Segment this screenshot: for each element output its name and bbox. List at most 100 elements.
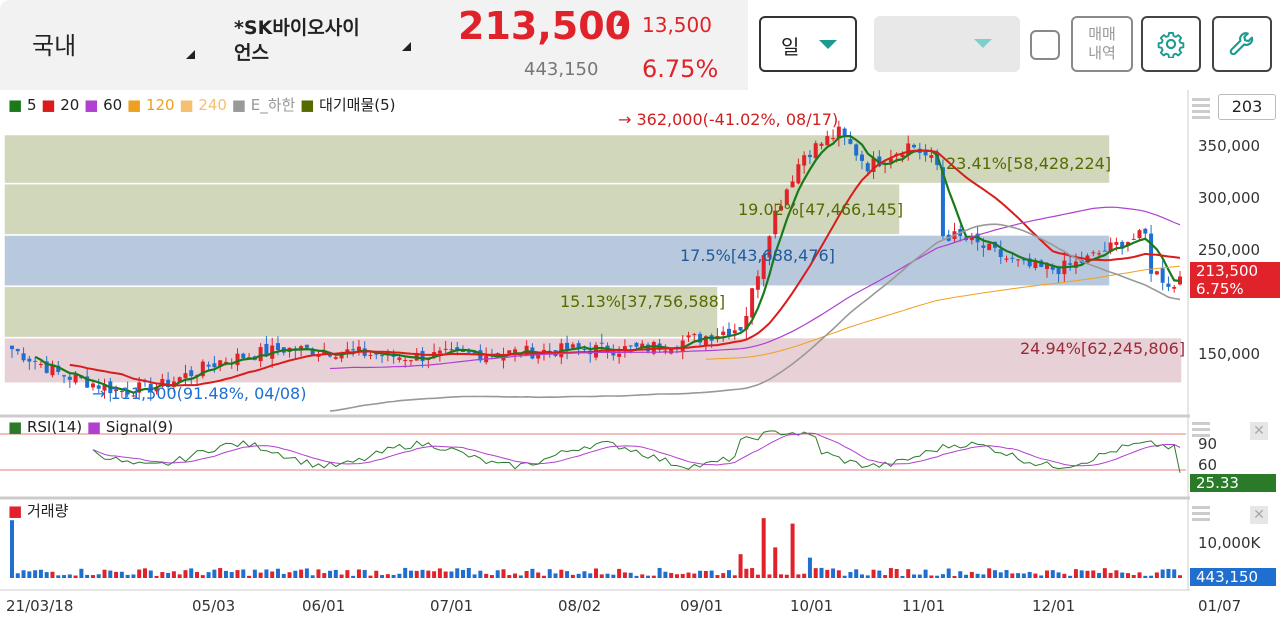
volume-bar-115	[674, 574, 679, 578]
volume-bar-110	[646, 575, 651, 578]
up-arrow-icon	[616, 16, 628, 26]
candle-146	[854, 144, 859, 156]
rsi-label: RSI(14)	[26, 418, 83, 436]
volume-bar-67	[397, 573, 402, 578]
volume-bar-36	[218, 568, 223, 578]
rsi-menu-icon[interactable]	[1192, 422, 1210, 437]
candle-68	[403, 360, 408, 362]
candle-8	[56, 365, 61, 372]
candle-194	[1131, 238, 1136, 240]
volume-bar-124	[726, 570, 731, 578]
rsi-close-icon[interactable]: ✕	[1250, 422, 1268, 440]
candle-184	[1073, 261, 1078, 268]
legend-ma5: 5	[26, 96, 37, 114]
volume-bar-6	[44, 572, 49, 578]
volume-bar-0	[10, 520, 14, 578]
volume-bar-106	[622, 572, 627, 578]
volume-bar-45	[270, 571, 275, 578]
volume-bar-7	[50, 571, 55, 578]
low-annotation: → 111,500(91.48%, 04/08)	[92, 384, 307, 403]
indicator-dropdown[interactable]	[874, 16, 1020, 72]
volume-close-icon[interactable]: ✕	[1250, 506, 1268, 524]
candle-110	[646, 344, 651, 352]
volume-bar-55	[328, 570, 333, 578]
volume-bar-189	[1102, 568, 1107, 578]
volume-bar-195	[1137, 572, 1142, 578]
settings-button[interactable]	[1141, 16, 1201, 72]
tools-button[interactable]	[1212, 16, 1272, 72]
volume-bar-138	[807, 557, 812, 578]
volume-bar-185	[1079, 570, 1084, 578]
volume-bar-88	[518, 575, 523, 578]
candle-69	[408, 360, 413, 362]
date-tick-9: 01/07	[1198, 597, 1242, 615]
volume-bar-62	[368, 575, 373, 578]
chart-area[interactable]: ■ 5 ■ 20 ■ 60 ■ 120 ■ 240 ■ E_하한 ■ 대기매물(…	[0, 90, 1280, 623]
legend-ma60: 60	[103, 96, 123, 114]
candle-76	[449, 349, 454, 351]
candle-62	[368, 354, 373, 356]
volume-bar-111	[651, 575, 656, 578]
volume-bar-73	[432, 571, 437, 578]
volume-value-tag: 443,150	[1190, 568, 1276, 586]
volume-bar-64	[380, 575, 385, 578]
supply-band-2	[3, 285, 719, 339]
candle-169	[987, 243, 992, 251]
candle-count-box[interactable]: 203	[1218, 94, 1276, 120]
volume-bar-19	[119, 571, 124, 578]
volume-bar-196	[1143, 575, 1148, 578]
volume-bar-65	[385, 574, 390, 578]
candle-52	[310, 350, 315, 356]
date-tick-3: 07/01	[430, 597, 474, 615]
volume-bar-187	[1091, 570, 1096, 578]
stock-selector[interactable]: *SK바이오사이 언스	[234, 16, 360, 66]
stock-dropdown-icon[interactable]	[402, 42, 411, 51]
market-dropdown-icon[interactable]	[186, 50, 195, 59]
candle-114	[669, 348, 674, 354]
candle-15	[96, 385, 101, 389]
candle-198	[1154, 271, 1159, 275]
candle-117	[686, 335, 691, 338]
volume-bar-15	[96, 574, 101, 578]
volume-bar-57	[339, 574, 344, 578]
volume-bar-95	[559, 569, 564, 578]
trading-volume: 443,150	[524, 59, 599, 80]
market-selector[interactable]: 국내	[32, 26, 76, 61]
volume-menu-icon[interactable]	[1192, 506, 1210, 521]
candle-67	[397, 357, 402, 360]
volume-bar-168	[981, 574, 986, 578]
candle-33	[200, 361, 205, 377]
volume-bar-18	[114, 571, 119, 578]
panel-menu-icon[interactable]	[1192, 98, 1210, 120]
candle-128	[750, 288, 755, 318]
volume-bar-192	[1120, 572, 1125, 578]
period-dropdown[interactable]: 일	[759, 16, 857, 72]
volume-bar-4	[33, 570, 38, 578]
volume-bar-180	[1050, 570, 1055, 578]
candle-116	[680, 340, 685, 352]
candle-147	[859, 154, 864, 161]
volume-bar-200	[1166, 568, 1171, 578]
candle-4	[33, 360, 38, 362]
candle-161	[940, 167, 945, 237]
candle-98	[576, 343, 581, 348]
current-price: 213,500	[458, 4, 632, 48]
candle-39	[235, 353, 240, 366]
rsi-legend: ■ RSI(14) ■ Signal(9)	[8, 418, 174, 436]
candle-142	[831, 137, 836, 139]
volume-bar-161	[940, 574, 945, 578]
candle-79	[466, 351, 471, 353]
candle-118	[692, 334, 697, 336]
trade-history-button[interactable]: 매매 내역	[1071, 16, 1133, 72]
volume-bar-125	[732, 575, 737, 578]
signal-label: Signal(9)	[105, 418, 174, 436]
volume-bar-9	[62, 575, 67, 578]
date-tick-5: 09/01	[680, 597, 724, 615]
candle-183	[1068, 263, 1073, 265]
volume-bar-31	[189, 568, 194, 578]
volume-bar-119	[698, 570, 703, 578]
candle-30	[183, 373, 188, 379]
candle-176	[1027, 258, 1032, 267]
compare-checkbox[interactable]	[1030, 30, 1060, 60]
volume-bar-38	[229, 572, 234, 578]
